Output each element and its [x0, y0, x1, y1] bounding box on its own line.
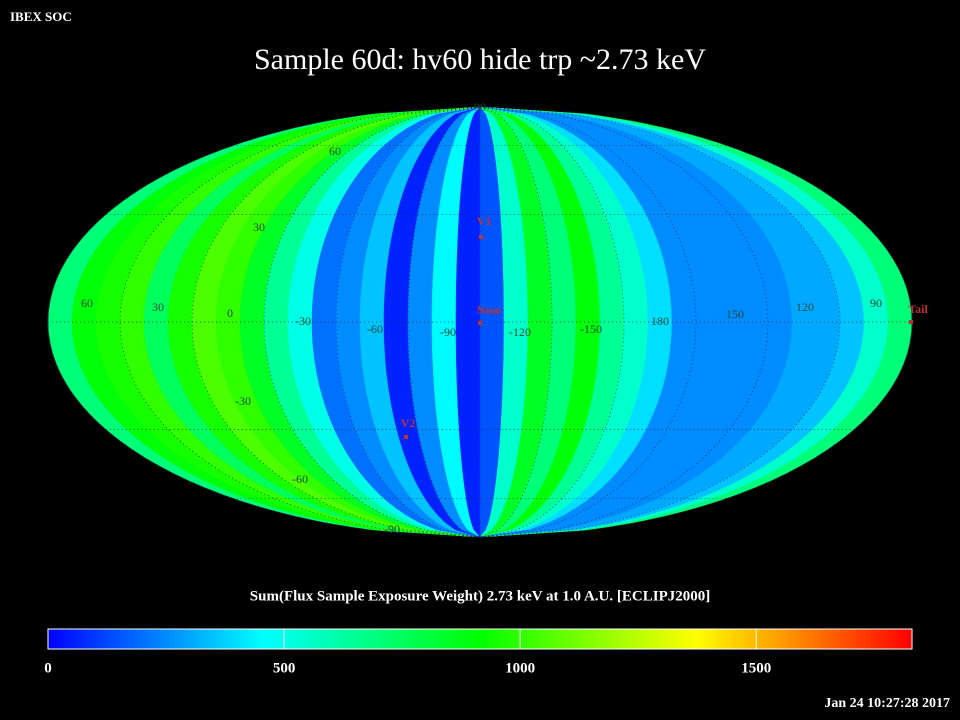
grid-label: 60: [329, 144, 341, 158]
colorbar-bar: [47, 628, 913, 650]
sky-map: 90 60 30 60 30 0 -30 -60 -90 -120 -150 180 150 120 90 -…: [47, 100, 928, 538]
colorbar-tick-label: 1500: [741, 660, 771, 676]
grid-label: -60: [367, 322, 383, 336]
grid-label: -90: [440, 325, 456, 339]
chart-title: Sample 60d: hv60 hide trp ~2.73 keV: [254, 43, 706, 76]
marker-dot: [478, 321, 482, 325]
header: IBEX SOC: [10, 9, 72, 24]
grid-label: 90: [474, 100, 486, 114]
grid-label: -60: [292, 472, 308, 486]
marker-dot: [479, 235, 483, 239]
colorbar: 0 500 1000 1500: [44, 628, 913, 676]
colorbar-label: Sum(Flux Sample Exposure Weight) 2.73 ke…: [250, 588, 710, 604]
marker-label: V1: [477, 214, 492, 228]
grid-label: -150: [580, 322, 602, 336]
grid-label: 30: [253, 220, 265, 234]
colorbar-tick-label: 500: [273, 660, 296, 676]
grid-label: 30: [152, 300, 164, 314]
marker-label: Tail: [908, 302, 928, 316]
marker-dot: [404, 435, 408, 439]
grid-label: 90: [870, 296, 882, 310]
meridian: [479, 106, 553, 538]
marker-label: Nose: [477, 303, 502, 317]
colorbar-tick-label: 0: [44, 660, 52, 676]
grid-label: 0: [227, 306, 233, 320]
grid-label: 60: [81, 296, 93, 310]
meridian: [407, 106, 481, 538]
timestamp: Jan 24 10:27:28 2017: [824, 696, 950, 711]
grid-label: 180: [651, 314, 669, 328]
grid-label: -90: [384, 522, 400, 536]
grid-label: -30: [235, 394, 251, 408]
colorbar-tick-label: 1000: [505, 660, 535, 676]
grid-label: -120: [509, 325, 531, 339]
grid-label: 150: [726, 307, 744, 321]
grid-label: 120: [796, 300, 814, 314]
marker-dot: [909, 320, 913, 324]
marker-label: V2: [401, 416, 416, 430]
grid-label: -30: [295, 314, 311, 328]
